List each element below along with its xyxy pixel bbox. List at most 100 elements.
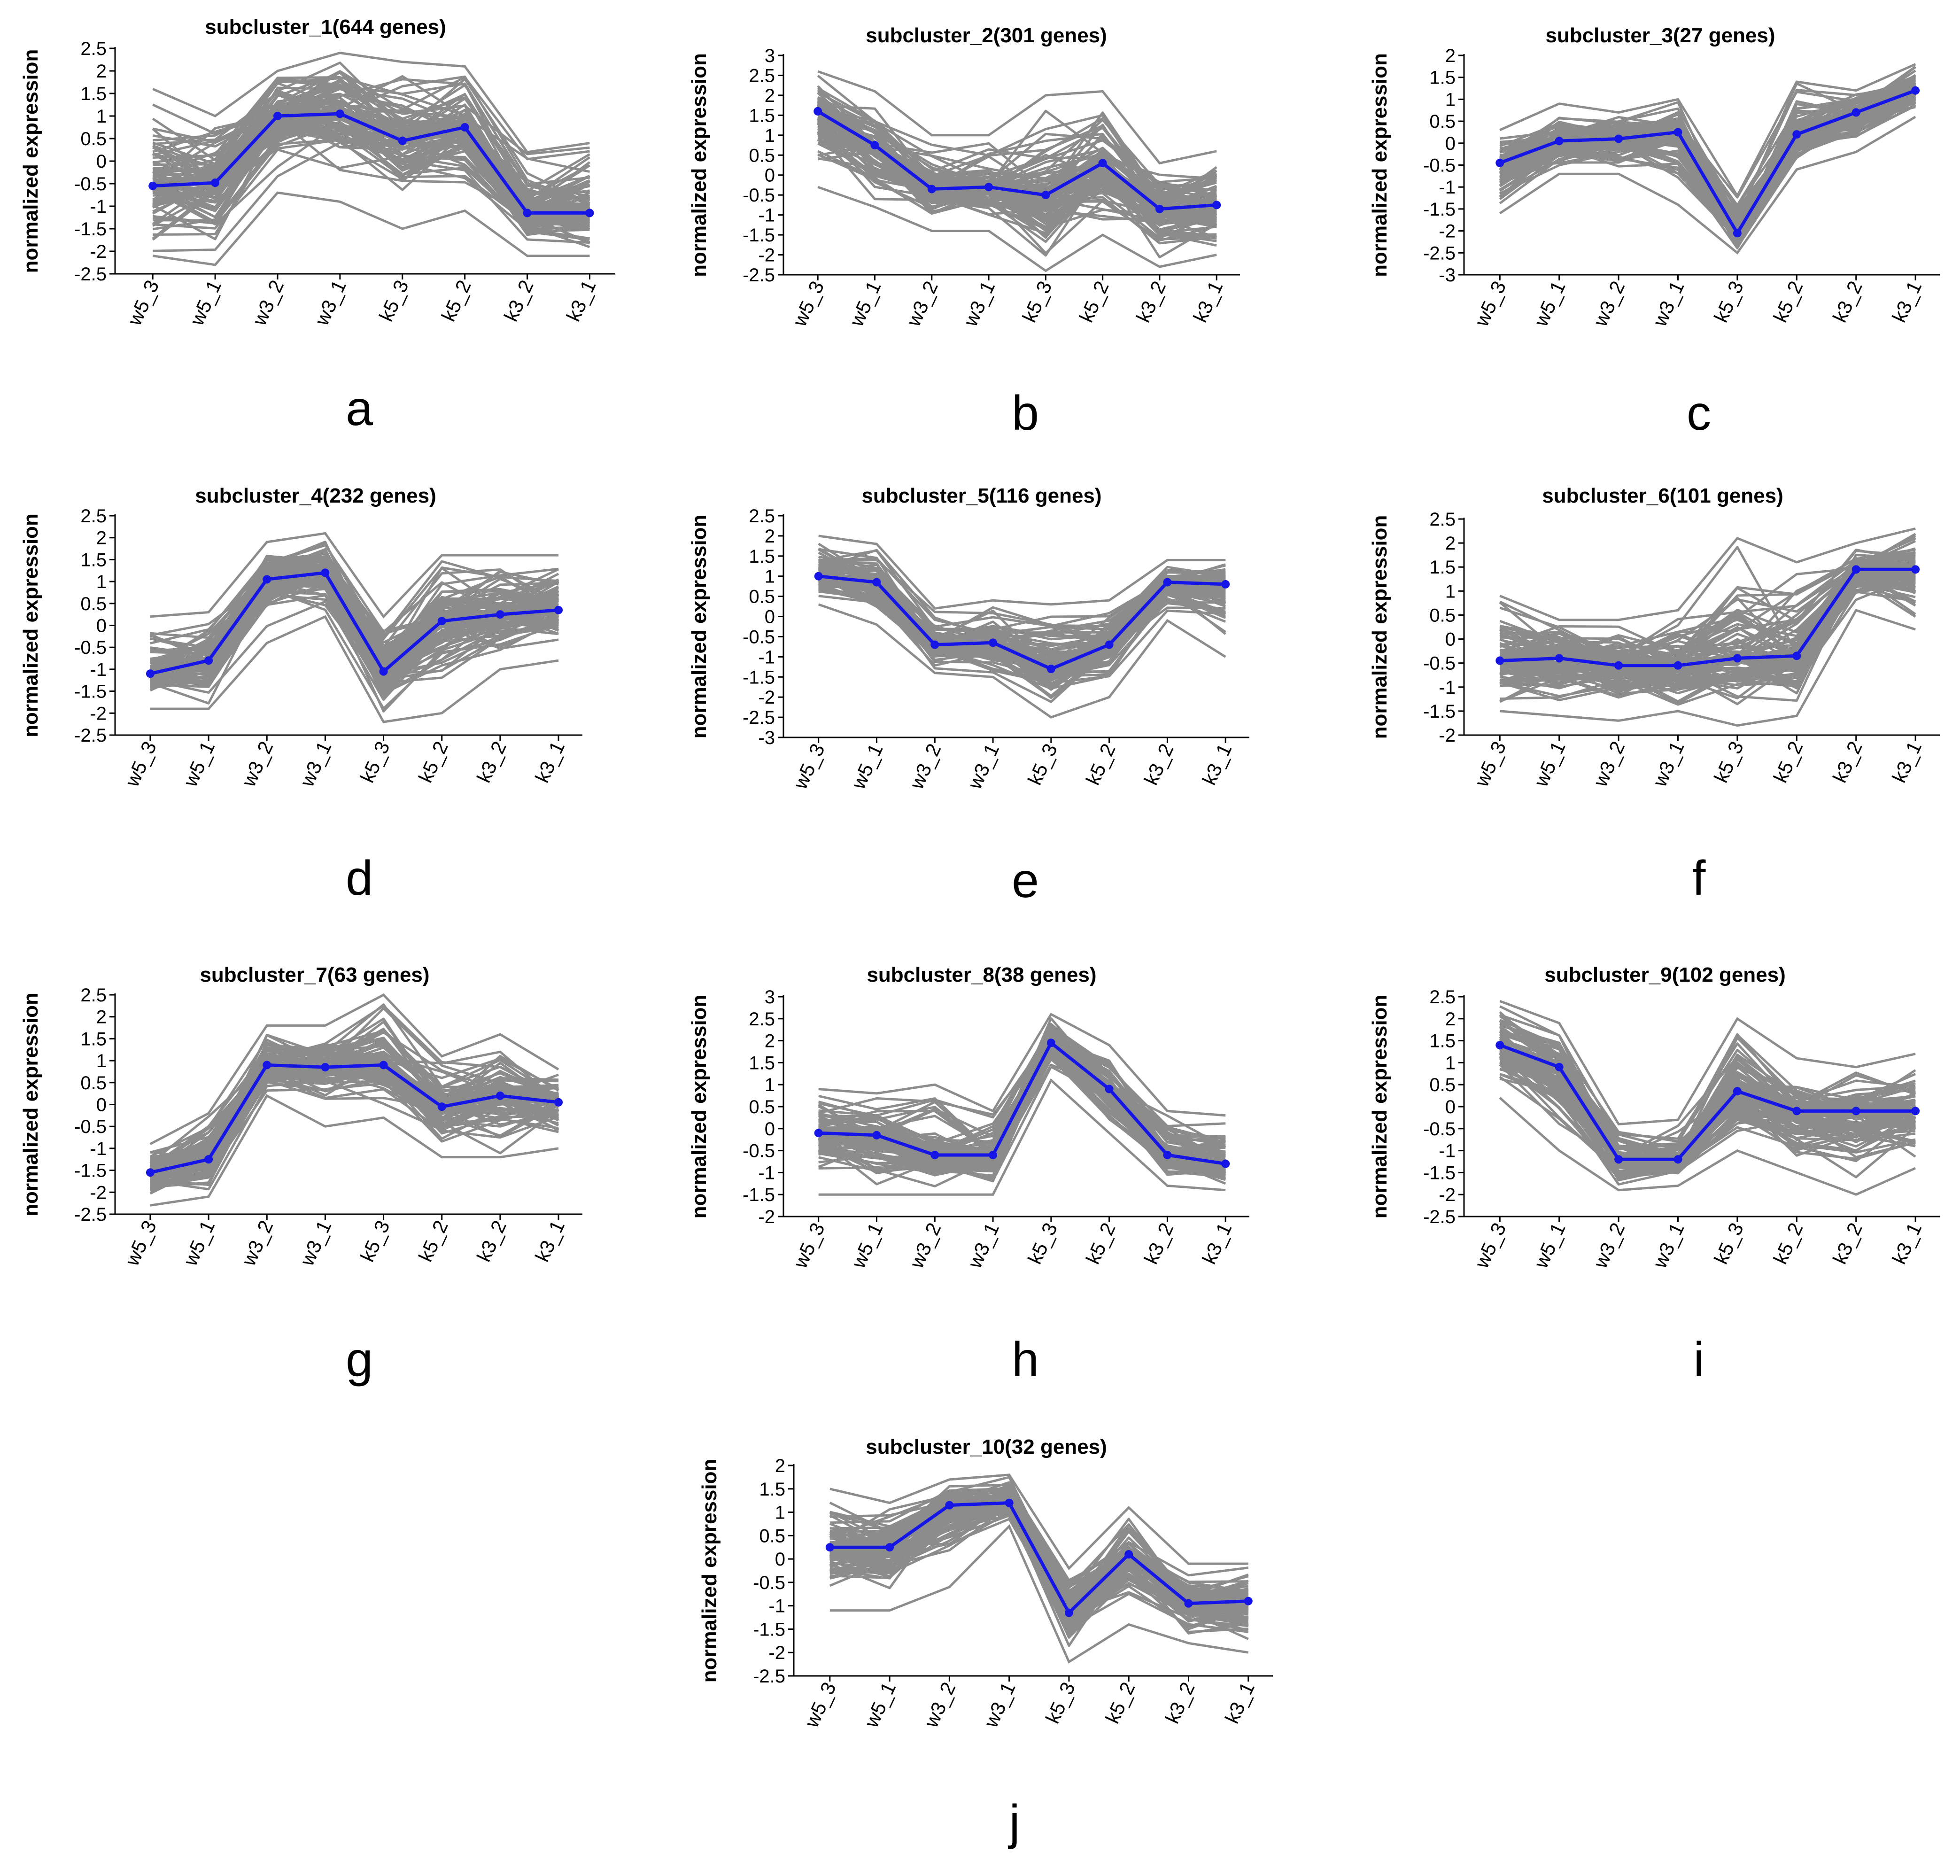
- y-tick-label: -1.5: [1423, 1163, 1456, 1183]
- x-tick-label: k3_2: [473, 1217, 511, 1265]
- gene-line: [818, 1017, 1226, 1156]
- gene-line-extreme: [150, 615, 559, 723]
- y-tick-label: 0.5: [1429, 605, 1456, 626]
- gene-lines: [818, 1013, 1226, 1196]
- panel-b: 32.521.510.50-0.5-1-1.5-2-2.5 w5_3 w5_1 w3_…: [688, 24, 1240, 441]
- y-tick-label: 1.5: [749, 546, 775, 567]
- y-tick-label: -2: [90, 241, 107, 262]
- y-tick-label: -2: [90, 1182, 107, 1203]
- y-tick-label: 1: [1445, 581, 1456, 602]
- x-tick-label: w3_1: [1648, 278, 1688, 330]
- gene-line-extreme: [817, 70, 1217, 165]
- mean-point: [930, 640, 939, 649]
- y-tick-label: 2.5: [749, 65, 775, 86]
- y-tick-label: -0.5: [753, 1573, 785, 1593]
- x-tick-label: w3_1: [963, 1219, 1003, 1272]
- y-tick-label: 1.5: [749, 105, 775, 126]
- mean-point: [1495, 1040, 1504, 1049]
- x-tick-label: k5_3: [1710, 1219, 1748, 1267]
- gene-line: [829, 1505, 1248, 1627]
- x-tick-label: k3_1: [1198, 740, 1236, 788]
- mean-point: [1046, 1039, 1055, 1047]
- x-tick-label: w3_2: [1589, 278, 1629, 330]
- y-tick-label: 1.5: [80, 550, 107, 570]
- mean-point: [437, 1102, 446, 1111]
- y-tick-label: -2.5: [1423, 1207, 1456, 1227]
- gene-line: [817, 96, 1217, 204]
- mean-point: [146, 669, 155, 678]
- x-tick-label: w5_1: [179, 1217, 219, 1270]
- gene-line: [153, 141, 590, 252]
- y-tick-label: -2: [758, 687, 775, 708]
- gene-line: [152, 80, 590, 212]
- mean-point: [872, 578, 881, 587]
- gene-line: [818, 582, 1226, 687]
- mean-point: [321, 1063, 330, 1072]
- mean-point: [989, 638, 998, 647]
- gene-line: [1499, 88, 1916, 223]
- mean-point: [1555, 137, 1564, 146]
- mean-point: [1852, 565, 1860, 574]
- x-tick-label: w5_3: [1470, 278, 1510, 330]
- x-tick-label: k5_2: [1769, 278, 1807, 326]
- x-tick-label: w3_2: [902, 278, 942, 330]
- y-tick-label: 0.5: [1429, 1075, 1456, 1095]
- y-tick-label: 0: [1445, 1097, 1456, 1117]
- x-tick-label: w3_2: [905, 1219, 945, 1272]
- y-tick-label: 0.5: [1429, 111, 1456, 132]
- x-tick-label: k3_1: [531, 1217, 569, 1265]
- y-tick-label: -2.5: [74, 264, 107, 285]
- mean-point: [1046, 665, 1055, 674]
- y-tick-label: 3: [765, 46, 775, 66]
- y-tick-label: 0.5: [749, 1097, 775, 1117]
- gene-line: [150, 1064, 559, 1181]
- y-tick-label: 1: [775, 1503, 785, 1523]
- panel-i: 2.521.510.50-0.5-1-1.5-2-2.5 w5_3 w5_1 w3_2…: [1368, 963, 1940, 1387]
- x-tick-label: k3_2: [1161, 1679, 1199, 1727]
- y-tick-label: -1: [90, 196, 107, 217]
- mean-point: [335, 109, 344, 118]
- y-tick-label: -1.5: [743, 1185, 775, 1205]
- y-axis-label: normalized expression: [688, 53, 711, 277]
- chart-title: subcluster_7(63 genes): [200, 963, 429, 986]
- x-tick-label: w5_1: [847, 1219, 887, 1272]
- gene-line-extreme: [149, 993, 559, 1145]
- y-tick-label: 1.5: [1429, 557, 1456, 578]
- mean-point: [1614, 1155, 1623, 1164]
- x-tick-label: k3_2: [1828, 738, 1867, 786]
- x-tick-label: k3_2: [500, 277, 538, 325]
- gene-line: [1499, 581, 1916, 683]
- panel-c: 21.510.50-0.5-1-1.5-2-2.5-3 w5_3 w5_1 w3_2 w…: [1368, 24, 1940, 441]
- x-tick-label: w3_2: [905, 740, 945, 793]
- panel-letter: i: [1693, 1333, 1704, 1387]
- x-tick-label: w5_1: [1529, 738, 1569, 791]
- gene-line: [1499, 536, 1916, 658]
- mean-point: [1852, 108, 1860, 117]
- y-axis-label: normalized expression: [688, 995, 711, 1219]
- y-tick-label: -1: [90, 659, 107, 680]
- y-tick-label: 1.5: [80, 1029, 107, 1049]
- y-tick-label: 0: [1445, 133, 1456, 154]
- panel-d: 2.521.510.50-0.5-1-1.5-2-2.5 w5_3 w5_1 w3_2…: [19, 484, 582, 906]
- panel-f: 2.5 2 1.5 1 0.5 0 -0.5 -1 -1.5 -2 w5_3 w5_1 w3_2 w3_1…: [1368, 484, 1940, 906]
- y-axis-label: normalized expression: [1368, 515, 1391, 739]
- mean-point: [379, 667, 388, 676]
- y-tick-label: -0.5: [74, 174, 107, 194]
- mean-point: [211, 178, 220, 187]
- gene-line-extreme: [152, 52, 590, 154]
- gene-line: [1500, 561, 1916, 661]
- y-tick-label: 2: [775, 1456, 785, 1476]
- x-tick-label: w3_1: [959, 278, 999, 330]
- mean-point: [1221, 1159, 1230, 1168]
- mean-line: [817, 109, 1217, 211]
- mean-point: [1673, 1155, 1682, 1164]
- gene-line-extreme: [1499, 1000, 1916, 1126]
- y-tick-label: -3: [1439, 265, 1456, 286]
- mean-point: [204, 656, 213, 665]
- gene-line: [1499, 1029, 1916, 1159]
- mean-point: [927, 185, 936, 194]
- gene-line: [1499, 1038, 1916, 1140]
- x-tick-label: w5_3: [788, 278, 828, 330]
- y-tick-label: 2.5: [80, 506, 107, 527]
- y-tick-label: 1.5: [749, 1053, 775, 1073]
